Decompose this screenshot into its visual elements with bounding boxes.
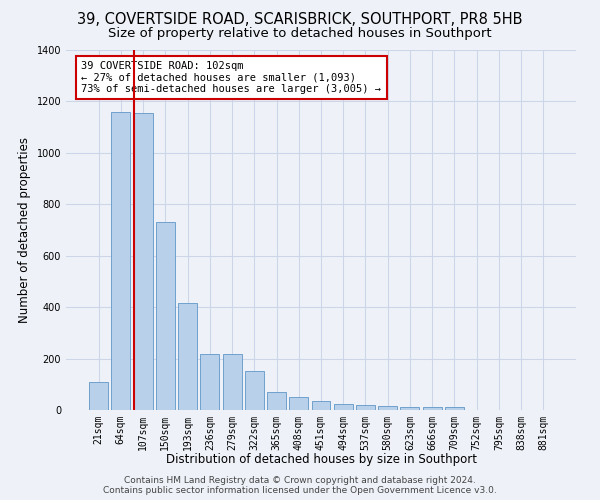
Bar <box>156 222 175 410</box>
Bar <box>200 354 219 410</box>
Bar <box>334 404 353 410</box>
Bar <box>134 113 152 410</box>
Bar <box>112 112 130 410</box>
Bar <box>223 354 242 410</box>
Bar <box>378 406 397 410</box>
Text: 39, COVERTSIDE ROAD, SCARISBRICK, SOUTHPORT, PR8 5HB: 39, COVERTSIDE ROAD, SCARISBRICK, SOUTHP… <box>77 12 523 28</box>
Bar <box>445 408 464 410</box>
Bar <box>400 406 419 410</box>
Bar <box>89 382 108 410</box>
Bar <box>178 304 197 410</box>
Text: Contains HM Land Registry data © Crown copyright and database right 2024.
Contai: Contains HM Land Registry data © Crown c… <box>103 476 497 495</box>
Bar <box>289 396 308 410</box>
X-axis label: Distribution of detached houses by size in Southport: Distribution of detached houses by size … <box>166 453 476 466</box>
Bar <box>311 401 331 410</box>
Y-axis label: Number of detached properties: Number of detached properties <box>18 137 31 323</box>
Bar <box>245 372 264 410</box>
Bar <box>356 406 375 410</box>
Text: 39 COVERTSIDE ROAD: 102sqm
← 27% of detached houses are smaller (1,093)
73% of s: 39 COVERTSIDE ROAD: 102sqm ← 27% of deta… <box>82 61 382 94</box>
Bar <box>267 392 286 410</box>
Bar <box>423 407 442 410</box>
Text: Size of property relative to detached houses in Southport: Size of property relative to detached ho… <box>108 28 492 40</box>
